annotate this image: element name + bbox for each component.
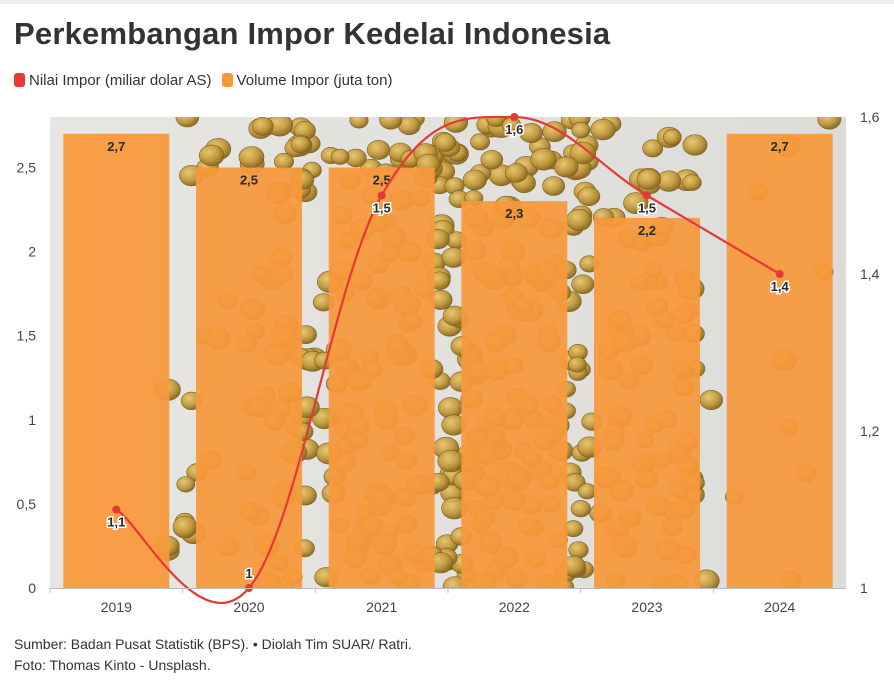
soybean (569, 141, 597, 165)
bar-label-2021: 2,5 (373, 173, 391, 188)
point-label-2022: 1,6 (505, 122, 523, 137)
legend-label-nilai: Nilai Impor (miliar dolar AS) (29, 71, 212, 89)
point-nilai-2019[interactable] (112, 505, 121, 514)
soybean (273, 152, 294, 170)
soybean (570, 500, 591, 518)
soybean (682, 174, 702, 191)
background-photo (50, 117, 846, 588)
soybean (699, 389, 723, 410)
soybean (817, 117, 842, 130)
point-label-2021: 1,5 (373, 201, 391, 216)
point-nilai-2022[interactable] (510, 113, 519, 121)
x-tick-label-2021: 2021 (366, 599, 397, 615)
y-right-tick-label: 1 (860, 580, 868, 596)
point-nilai-2024[interactable] (775, 270, 784, 278)
x-tick-label-2023: 2023 (631, 599, 662, 615)
x-tick-label-2020: 2020 (233, 599, 264, 615)
soybean (682, 134, 708, 156)
soybean (590, 118, 616, 141)
bar-volume-2021[interactable] (328, 167, 435, 589)
soybean (238, 146, 265, 169)
soybean (172, 515, 198, 539)
bar-volume-2022[interactable] (461, 201, 568, 588)
y-left-tick-label: 0 (28, 580, 36, 596)
soybean (437, 449, 464, 473)
bar-label-2019: 2,7 (107, 139, 125, 154)
point-label-2024: 1,4 (771, 279, 790, 294)
soybean (470, 133, 491, 151)
bar-volume-2020[interactable] (196, 167, 302, 589)
bar-label-2023: 2,2 (638, 223, 656, 238)
soybean (349, 117, 369, 129)
soybean (542, 176, 566, 196)
soybean (566, 208, 593, 231)
soybean (577, 186, 601, 207)
combo-chart: 2,7 2,5 2,5 2,3 2,2 2,7 1,1 1 1,5 1,6 1,5 1,4 2019… (17, 109, 880, 615)
y-right-tick-label: 1,2 (860, 423, 880, 439)
soybean (198, 144, 225, 167)
soybean (662, 129, 682, 146)
point-nilai-2023[interactable] (643, 191, 651, 200)
source-note: Sumber: Badan Pusat Statistik (BPS). • D… (14, 636, 412, 652)
y-left-tick-label: 0,5 (17, 496, 37, 512)
legend-label-volume: Volume Impor (juta ton) (236, 71, 393, 89)
y-left-tick-label: 2 (28, 244, 36, 260)
bar-volume-2023[interactable] (594, 217, 700, 588)
soybean (504, 163, 528, 183)
footer: Sumber: Badan Pusat Statistik (BPS). • D… (14, 634, 412, 676)
soybean (636, 169, 661, 190)
legend-item-volume[interactable]: Volume Impor (juta ton) (221, 71, 393, 89)
soybean (462, 169, 487, 191)
soybean (176, 476, 196, 493)
soybean (434, 133, 457, 152)
bar-volume-2024[interactable] (726, 133, 833, 589)
y-right-tick-label: 1,6 (860, 109, 880, 125)
y-left-tick-label: 2,5 (17, 160, 37, 176)
bar-label-2020: 2,5 (240, 173, 258, 188)
soybean (577, 483, 597, 500)
soybean (623, 192, 649, 214)
soybean (379, 117, 403, 130)
y-right-tick-label: 1,4 (860, 266, 880, 282)
chart-title: Perkembangan Impor Kedelai Indonesia (14, 16, 611, 51)
soybean (366, 140, 391, 160)
point-nilai-2021[interactable] (377, 191, 386, 200)
soybean (567, 356, 587, 373)
point-label-2023: 1,5 (638, 201, 656, 216)
soybean (553, 156, 579, 178)
soybean (571, 274, 595, 295)
bar-label-2024: 2,7 (771, 139, 789, 154)
x-tick-label-2022: 2022 (499, 599, 530, 615)
x-tick-label-2019: 2019 (101, 599, 132, 615)
soybean (290, 135, 311, 154)
legend-item-nilai[interactable]: Nilai Impor (miliar dolar AS) (14, 72, 212, 89)
point-label-2020: 1 (245, 566, 252, 581)
top-bar (0, 0, 894, 4)
photo-credit: Foto: Thomas Kinto - Unsplash. (14, 657, 211, 673)
soybean (568, 541, 589, 559)
soybean (330, 148, 350, 165)
legend-swatch-volume (221, 73, 233, 87)
y-left-tick-label: 1 (28, 412, 36, 428)
x-tick-label-2024: 2024 (764, 599, 795, 615)
soybean (251, 117, 274, 136)
soybean (571, 121, 591, 139)
legend: Nilai Impor (miliar dolar AS) Volume Imp… (14, 70, 392, 90)
point-label-2019: 1,1 (107, 515, 125, 530)
soybean (530, 148, 557, 171)
legend-swatch-nilai (14, 73, 25, 87)
y-left-tick-label: 1,5 (17, 328, 37, 344)
soybean (175, 117, 199, 128)
bar-label-2022: 2,3 (505, 206, 523, 221)
soybean (480, 150, 504, 170)
soybean (642, 139, 664, 158)
